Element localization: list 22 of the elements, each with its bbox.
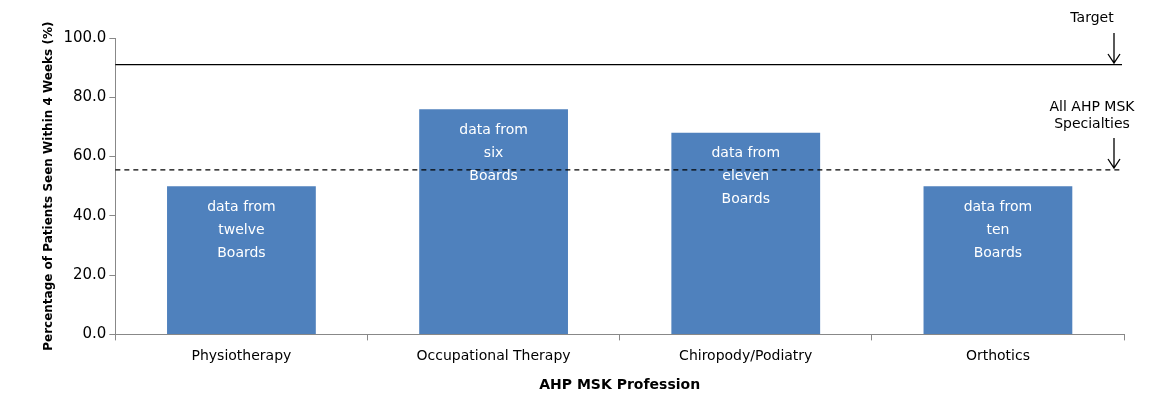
- bar: [419, 109, 568, 334]
- x-tick-label: Physiotherapy: [191, 347, 292, 364]
- y-tick-label: 100.0: [63, 27, 107, 46]
- bar: [923, 186, 1073, 334]
- x-tick-label: Chiropody/Podiatry: [679, 347, 813, 364]
- x-tick-label: Orthotics: [965, 347, 1030, 364]
- y-tick-label: 80.0: [72, 87, 107, 106]
- x-tick-label: Occupational Therapy: [416, 347, 571, 364]
- bar: [671, 132, 821, 334]
- y-tick-label: 20.0: [72, 265, 107, 284]
- annotation: data from twelve Boards: [207, 197, 276, 260]
- y-axis-title: Percentage of Patients Seen Within 4 Weeks (%): [41, 21, 56, 351]
- x-axis-title: AHP MSK Profession: [539, 376, 701, 393]
- annotation: data from ten Boards: [963, 197, 1033, 260]
- ref-line-label: Target: [1069, 9, 1115, 26]
- bar: [167, 186, 316, 334]
- y-tick-label: 40.0: [72, 205, 107, 224]
- annotation: data from six Boards: [459, 120, 528, 183]
- y-tick-label: 0.0: [82, 324, 107, 343]
- y-tick-label: 60.0: [72, 146, 107, 165]
- ref-line-label: All AHP MSK Specialties: [1049, 97, 1136, 131]
- annotation: data from eleven Boards: [711, 144, 781, 207]
